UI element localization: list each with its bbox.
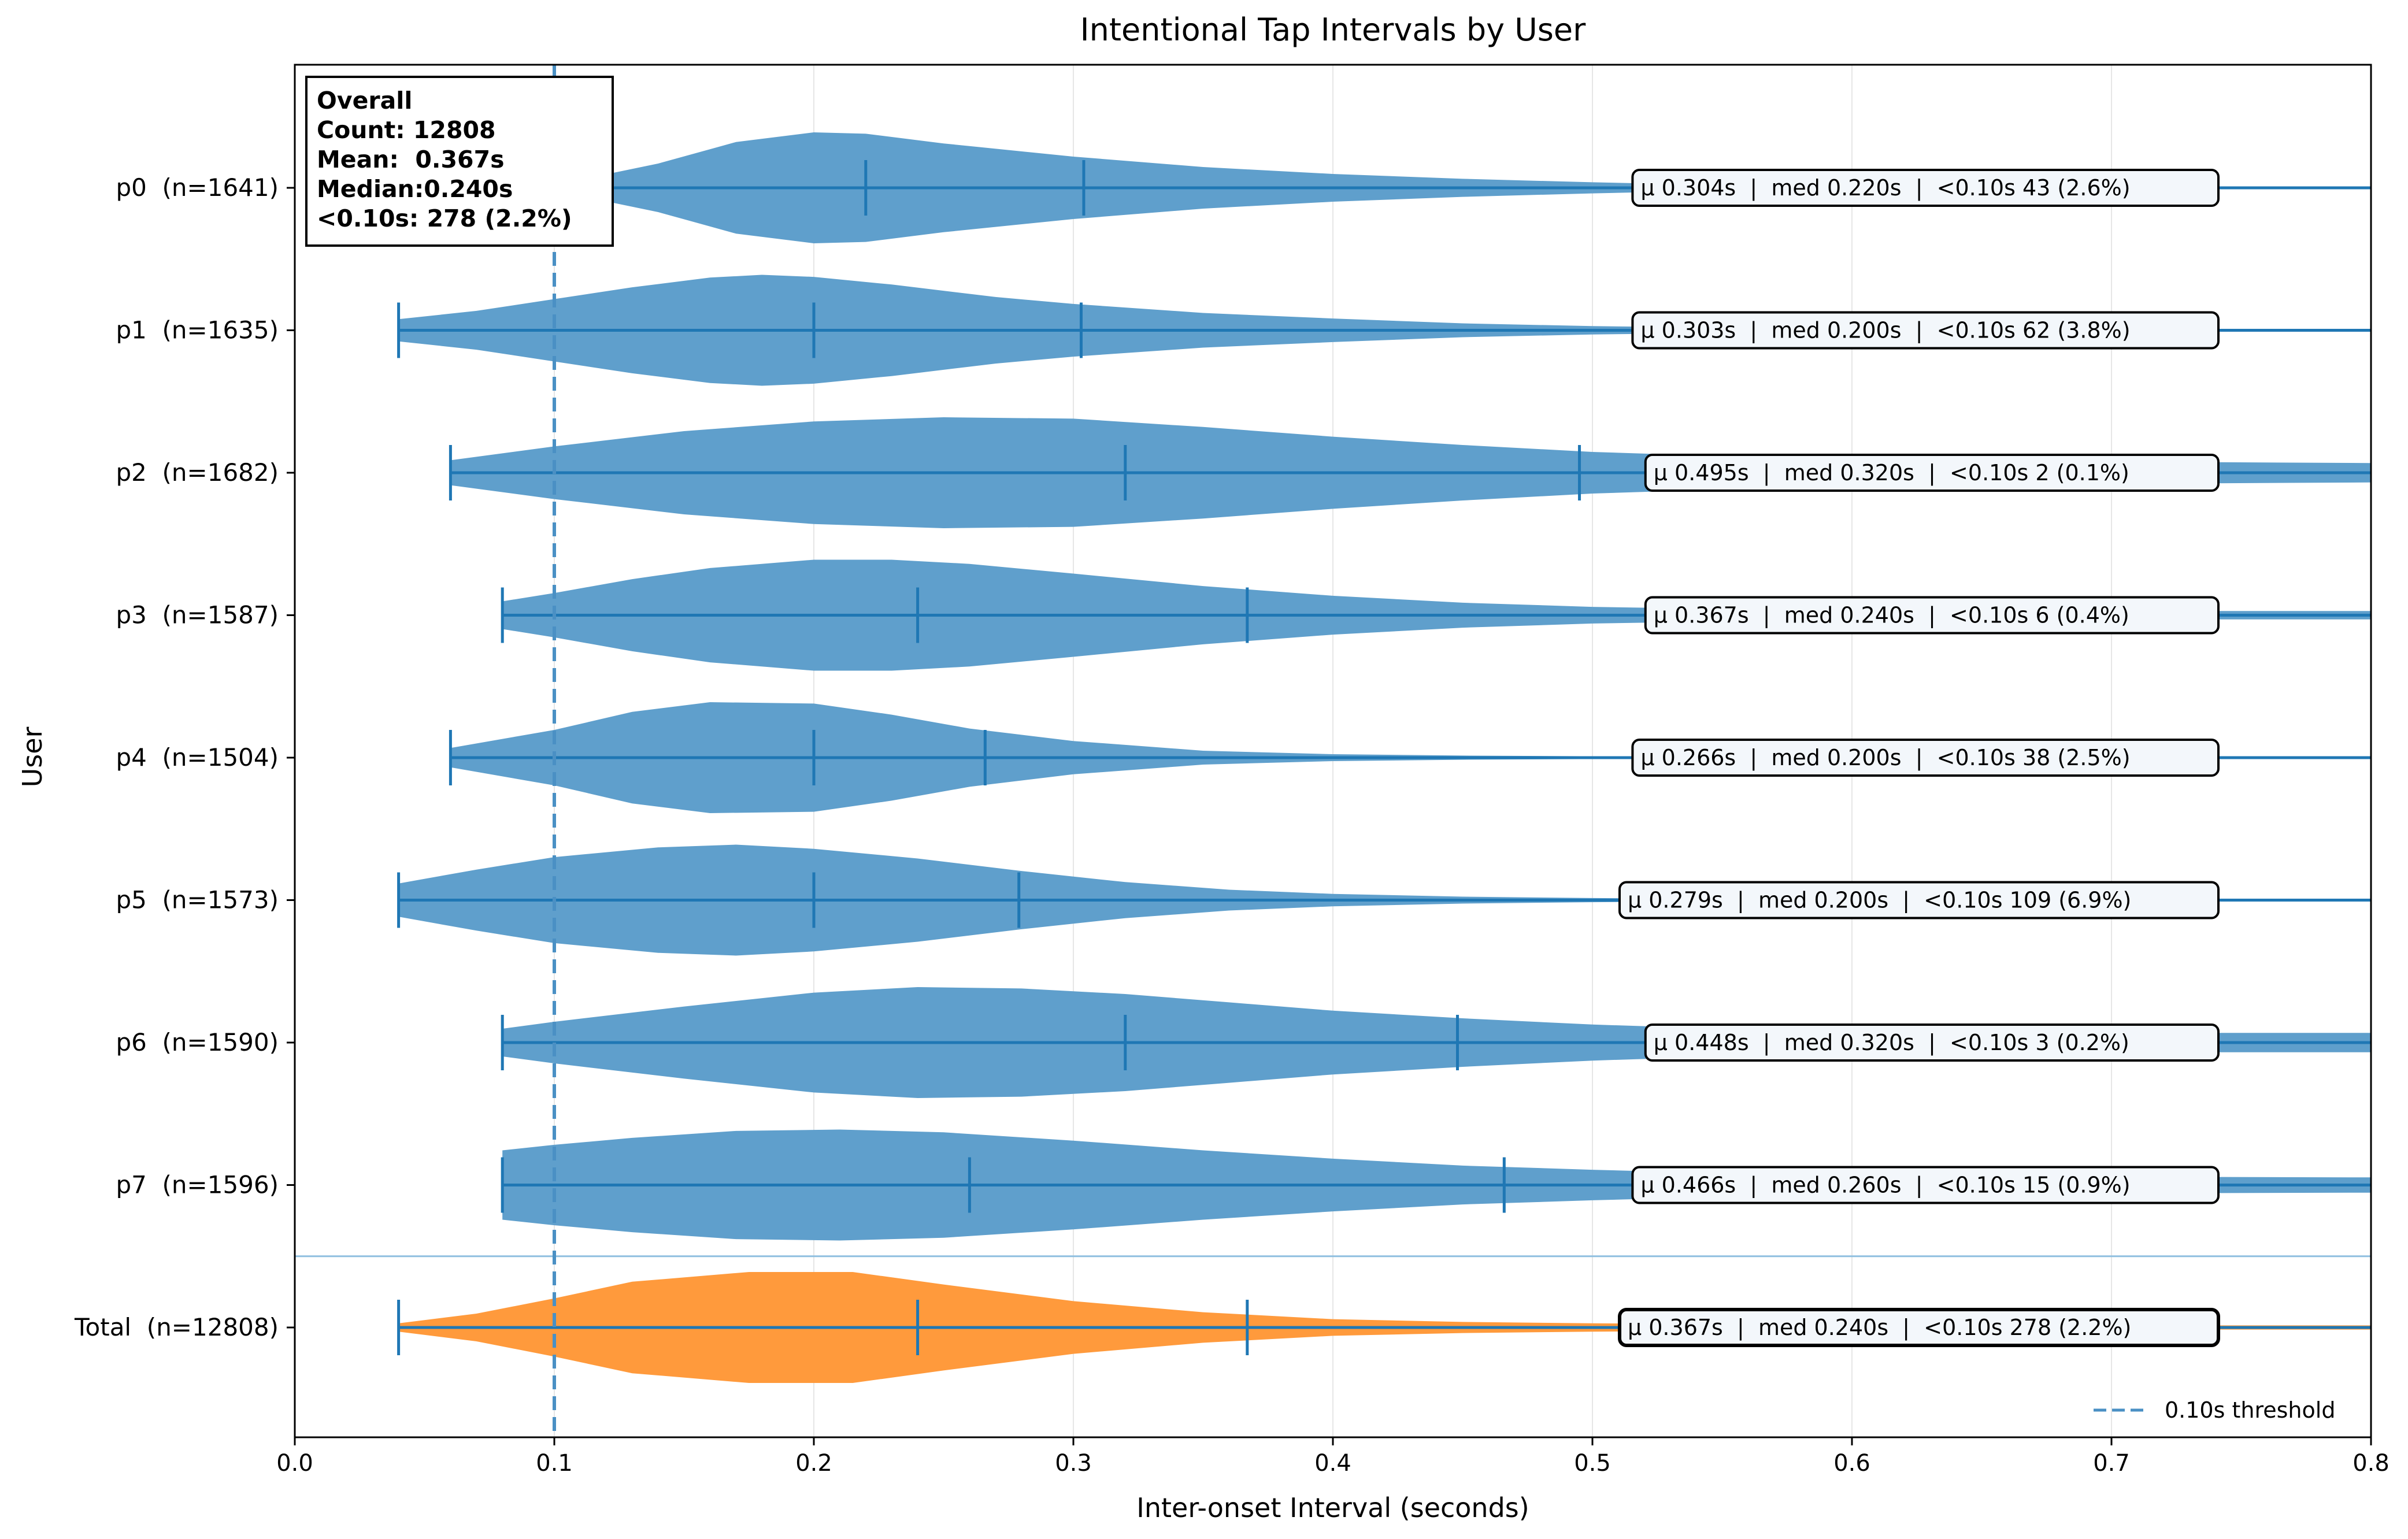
annotation-text-p0: μ 0.304s | med 0.220s | <0.10s 43 (2.6%)	[1640, 175, 2130, 201]
reference-layer	[295, 65, 2371, 1437]
overall-summary-box: Overall Count: 12808 Mean: 0.367s Median…	[305, 76, 614, 247]
overall-below-threshold: <0.10s: 278 (2.2%)	[317, 205, 572, 232]
annotation-text-Total: μ 0.367s | med 0.240s | <0.10s 278 (2.2%…	[1628, 1315, 2131, 1341]
legend: 0.10s threshold	[2094, 1397, 2335, 1423]
x-tick-label: 0.6	[1833, 1450, 1870, 1477]
y-tick-label-p4: p4 (n=1504)	[116, 743, 279, 772]
y-tick-label-p3: p3 (n=1587)	[116, 601, 279, 629]
x-tick-label: 0.1	[536, 1450, 573, 1477]
y-tick-label-Total: Total (n=12808)	[74, 1313, 279, 1341]
y-tick-label-p2: p2 (n=1682)	[116, 458, 279, 487]
x-tick-label: 0.3	[1055, 1450, 1092, 1477]
x-tick-label: 0.5	[1574, 1450, 1611, 1477]
overall-title: Overall	[317, 87, 412, 114]
x-tick-label: 0.7	[2093, 1450, 2130, 1477]
annotation-box-p6	[1644, 1023, 2220, 1062]
y-tick-label-p7: p7 (n=1596)	[116, 1171, 279, 1199]
x-tick-label: 0.2	[795, 1450, 832, 1477]
annotation-text-p5: μ 0.279s | med 0.200s | <0.10s 109 (6.9%…	[1628, 888, 2131, 914]
annotation-box-p1	[1631, 311, 2220, 350]
annotation-box-p3	[1644, 596, 2220, 635]
y-tick-label-p6: p6 (n=1590)	[116, 1028, 279, 1056]
annotation-box-p4	[1631, 739, 2220, 777]
y-tick-label-p0: p0 (n=1641)	[116, 173, 279, 202]
annotation-box-p2	[1644, 454, 2220, 492]
annotation-box-p5	[1618, 881, 2220, 919]
overall-box-frame	[305, 76, 614, 247]
annotation-box-Total	[1618, 1308, 2220, 1347]
y-axis-label: User	[17, 726, 48, 787]
x-tick-label: 0.8	[2353, 1450, 2390, 1477]
annotation-box-p0	[1631, 169, 2220, 207]
violin-layer	[397, 132, 2372, 1383]
annotation-text-p7: μ 0.466s | med 0.260s | <0.10s 15 (0.9%)	[1640, 1173, 2130, 1199]
annotation-layer: μ 0.304s | med 0.220s | <0.10s 43 (2.6%)…	[1618, 169, 2220, 1347]
overall-mean: Mean: 0.367s	[317, 146, 505, 173]
overall-median: Median:0.240s	[317, 175, 513, 203]
x-tick-label: 0.0	[276, 1450, 313, 1477]
annotation-box-p7	[1631, 1166, 2220, 1204]
annotation-text-p1: μ 0.303s | med 0.200s | <0.10s 62 (3.8%)	[1640, 318, 2130, 344]
chart-title: Intentional Tap Intervals by User	[1080, 12, 1586, 48]
legend-threshold-label: 0.10s threshold	[2165, 1397, 2335, 1423]
x-axis-label: Inter-onset Interval (seconds)	[1136, 1492, 1529, 1523]
x-tick-label: 0.4	[1314, 1450, 1351, 1477]
annotation-text-p6: μ 0.448s | med 0.320s | <0.10s 3 (0.2%)	[1654, 1030, 2129, 1056]
overall-count: Count: 12808	[317, 116, 496, 144]
y-tick-label-p5: p5 (n=1573)	[116, 886, 279, 914]
annotation-text-p2: μ 0.495s | med 0.320s | <0.10s 2 (0.1%)	[1654, 460, 2129, 486]
annotation-text-p3: μ 0.367s | med 0.240s | <0.10s 6 (0.4%)	[1654, 603, 2129, 629]
y-tick-label-p1: p1 (n=1635)	[116, 316, 279, 344]
annotation-text-p4: μ 0.266s | med 0.200s | <0.10s 38 (2.5%)	[1640, 745, 2130, 771]
axis-layer: 0.0 0.1 0.2 0.3 0.4 0.5 0.6 0.7 0.8 p0 (n=1641) p1…	[74, 173, 2390, 1477]
